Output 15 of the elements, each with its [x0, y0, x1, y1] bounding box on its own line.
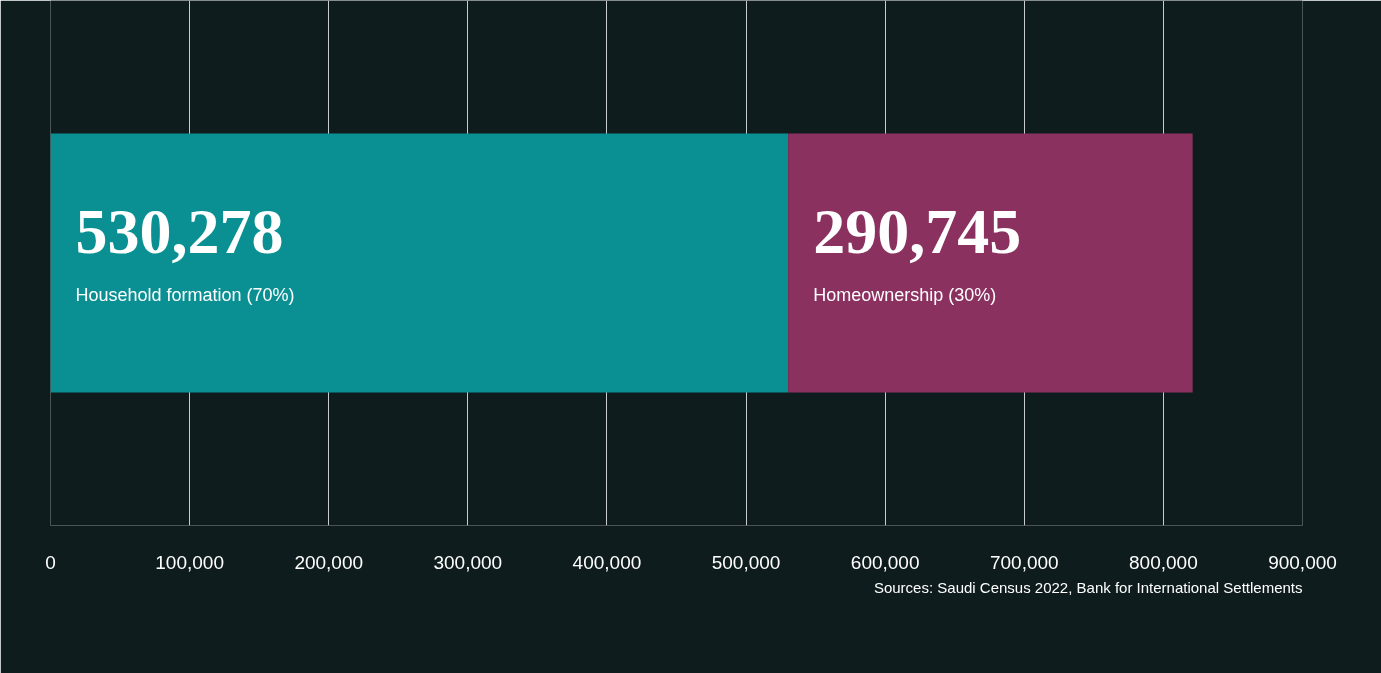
x-tick-label: 100,000 [155, 551, 224, 573]
x-tick-label: 400,000 [572, 551, 642, 573]
series-label: Household formation (70%) [75, 284, 295, 305]
x-tick-label: 0 [45, 551, 56, 573]
source-note: Sources: Saudi Census 2022, Bank for International Settlements [873, 578, 1303, 596]
x-tick-label: 200,000 [294, 551, 364, 573]
x-tick-label: 700,000 [989, 551, 1059, 573]
x-tick-label: 800,000 [1129, 551, 1198, 573]
data-label: 530,278 [75, 195, 284, 267]
x-tick-label: 500,000 [711, 551, 781, 573]
x-tick-label: 300,000 [433, 551, 503, 573]
series-label: Homeownership (30%) [813, 284, 997, 305]
x-tick-label: 600,000 [850, 551, 920, 573]
x-tick-label: 900,000 [1268, 551, 1337, 573]
data-label: 290,745 [813, 195, 1022, 267]
